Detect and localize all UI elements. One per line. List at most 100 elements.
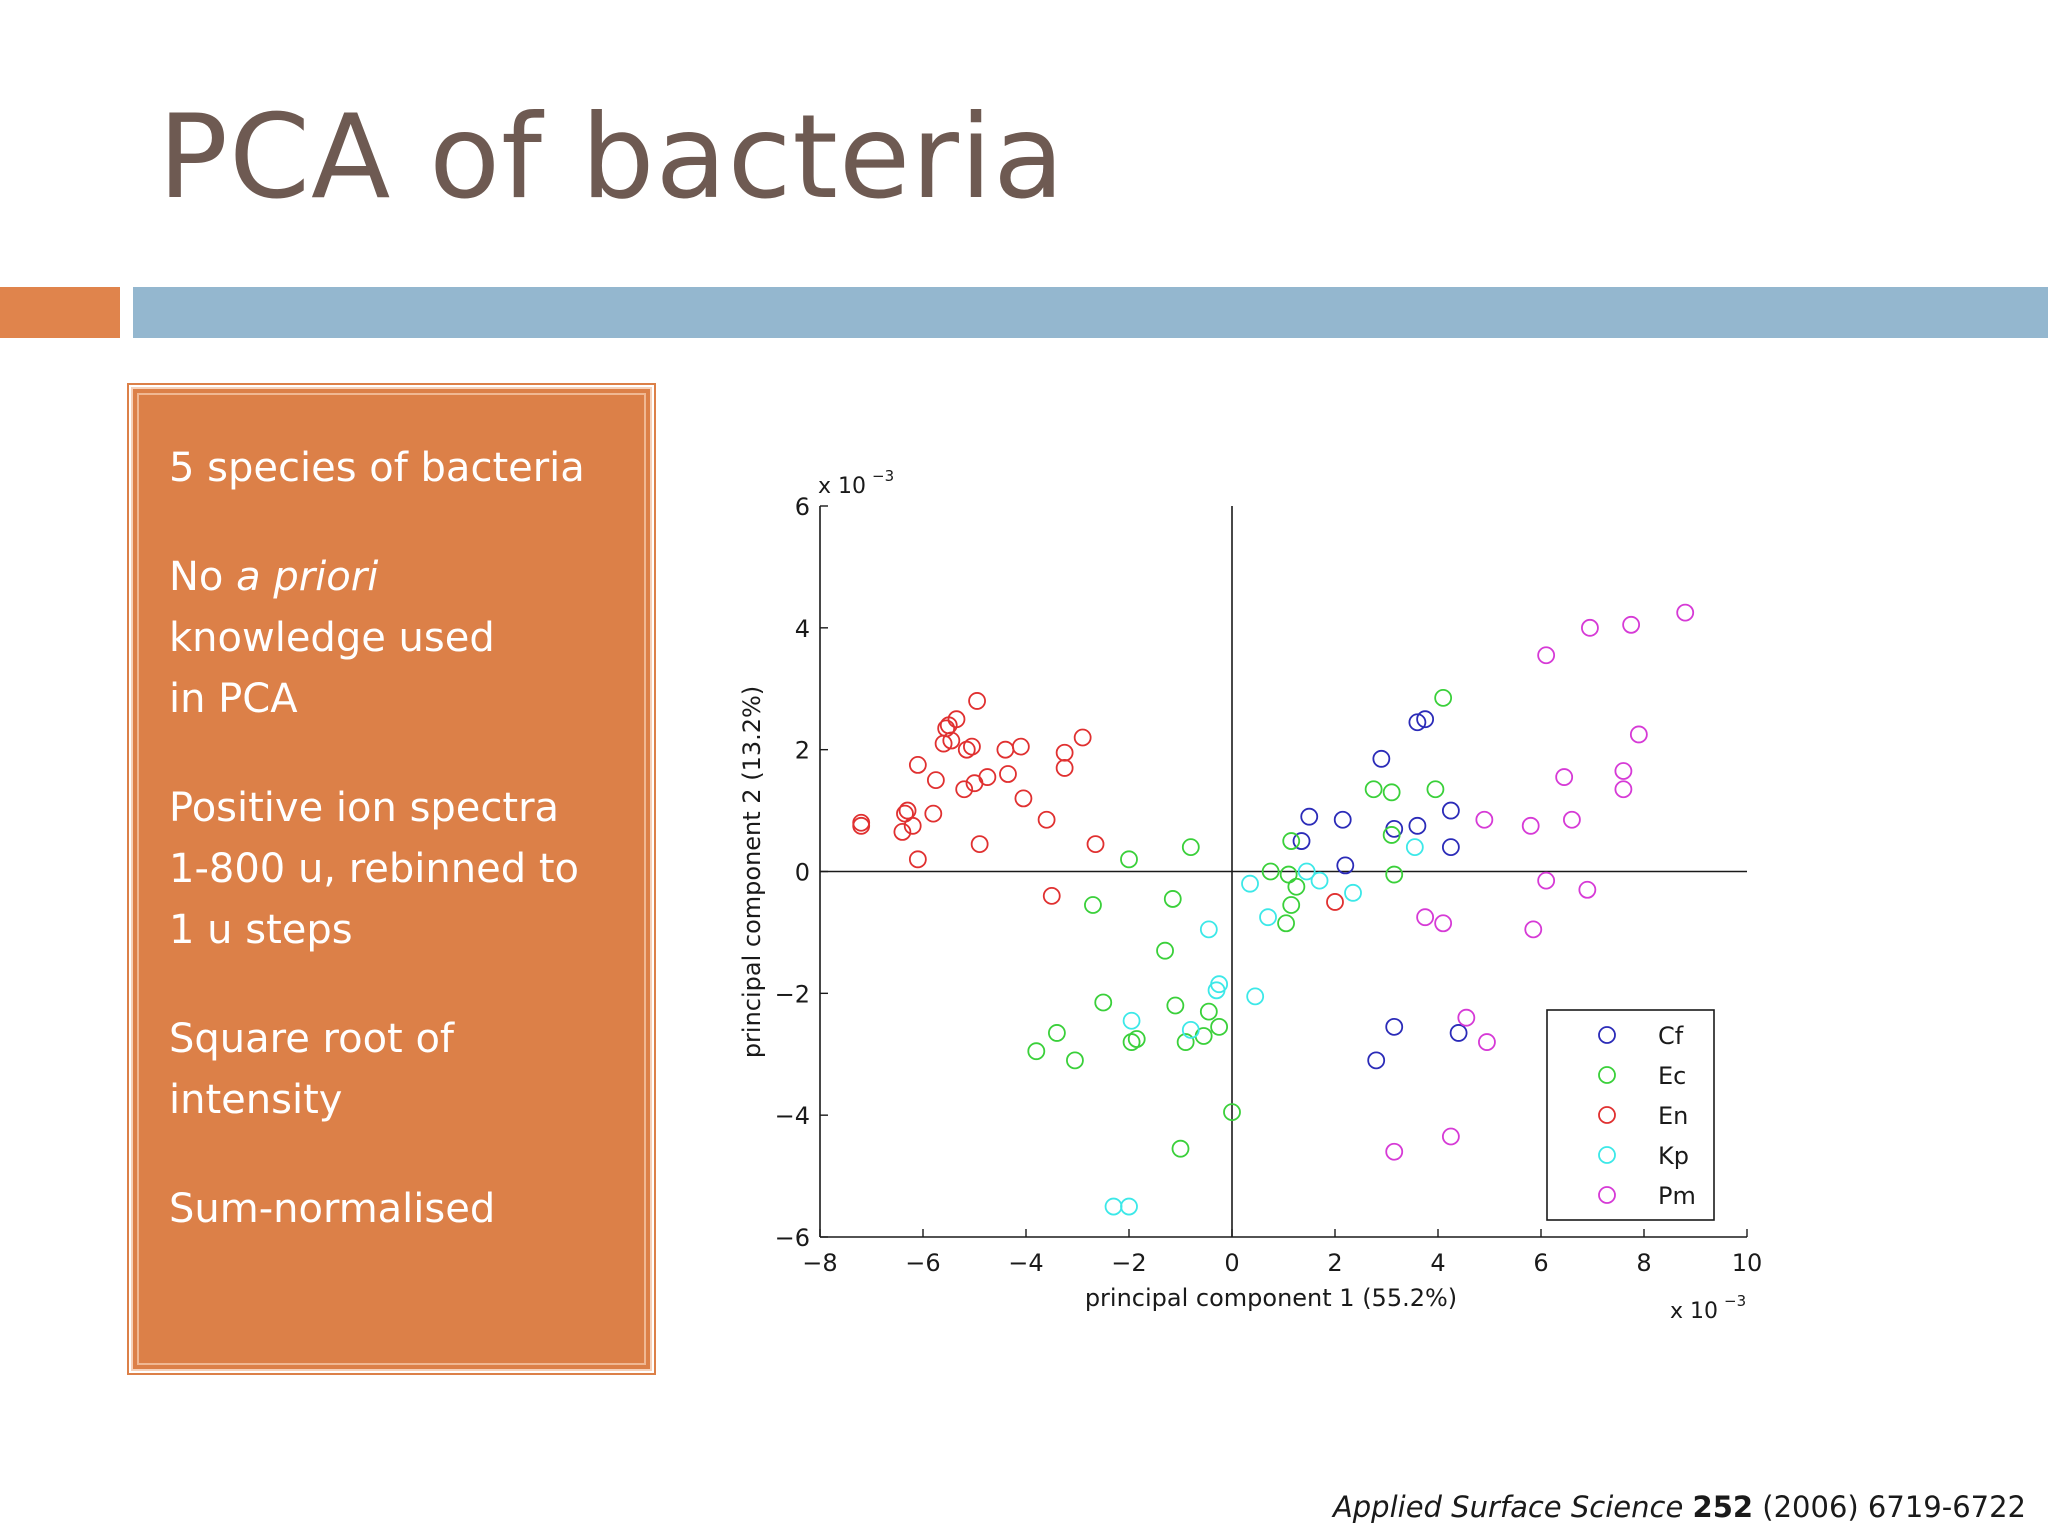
legend-label-kp: Kp	[1658, 1142, 1689, 1170]
point-pm	[1441, 1127, 1460, 1146]
point-cf	[1416, 710, 1435, 729]
point-ec	[1277, 914, 1295, 933]
x-tick-label: 6	[1533, 1249, 1548, 1277]
point-pm	[1475, 810, 1494, 829]
point-en	[908, 755, 927, 774]
point-ec	[1027, 1042, 1046, 1061]
chart-points	[852, 603, 1695, 1216]
point-ec	[1163, 890, 1182, 908]
point-pm	[1622, 615, 1641, 634]
legend-label-pm: Pm	[1658, 1182, 1696, 1210]
citation: Applied Surface Science 252 (2006) 6719-…	[1333, 1490, 2026, 1524]
legend-label-ec: Ec	[1658, 1062, 1686, 1090]
y-multiplier: x 10 −3	[818, 467, 894, 499]
point-ec	[1434, 688, 1453, 707]
point-en	[852, 816, 871, 835]
slide-title: PCA of bacteria	[158, 90, 1066, 225]
y-tick-label: −6	[775, 1224, 810, 1252]
point-en	[893, 823, 912, 841]
point-pm	[1521, 816, 1540, 835]
point-pm	[1555, 768, 1574, 786]
point-kp	[1246, 987, 1265, 1006]
point-pm	[1581, 618, 1599, 637]
point-en	[903, 816, 922, 835]
x-tick-label: −2	[1111, 1249, 1146, 1277]
point-cf	[1367, 1051, 1386, 1070]
y-tick-label: −4	[775, 1102, 810, 1130]
point-ec	[1261, 862, 1280, 881]
point-ec	[1166, 996, 1185, 1015]
point-ec	[1279, 865, 1298, 884]
point-ec	[1385, 865, 1404, 884]
bullet-sqrt-line1: Square root of	[169, 1016, 454, 1062]
point-en	[926, 771, 945, 790]
point-ec	[1066, 1051, 1084, 1070]
y-multiplier-base: x 10	[818, 474, 866, 499]
legend-label-cf: Cf	[1658, 1022, 1684, 1050]
point-cf	[1408, 713, 1427, 732]
point-en	[1326, 893, 1344, 911]
point-pm	[1524, 920, 1543, 939]
bullet-spectra-line2: 1-800 u, rebinned to	[169, 846, 579, 892]
point-cf	[1333, 810, 1352, 829]
point-en	[1086, 835, 1105, 853]
point-ec	[1287, 877, 1306, 896]
point-ec	[1181, 838, 1200, 857]
x-multiplier-exponent: −3	[1724, 1292, 1746, 1310]
point-kp	[1120, 1197, 1138, 1216]
y-tick-label: 0	[795, 859, 810, 887]
point-kp	[1405, 838, 1424, 857]
point-ec	[1120, 850, 1138, 869]
point-cf	[1449, 1024, 1468, 1042]
y-tick-label: −2	[775, 980, 810, 1008]
y-tick-label: 2	[795, 737, 810, 765]
bullet-spectra-line1: Positive ion spectra	[169, 785, 560, 831]
point-pm	[1578, 880, 1597, 899]
point-ec	[1084, 896, 1102, 914]
point-en	[978, 768, 997, 786]
point-en	[996, 740, 1015, 759]
chart-legend: Cf Ec En Kp Pm	[1546, 1009, 1715, 1221]
point-kp	[1122, 1011, 1141, 1030]
legend-label-en: En	[1658, 1102, 1688, 1130]
citation-rest: (2006) 6719-6722	[1762, 1490, 2026, 1524]
point-ec	[1048, 1024, 1066, 1042]
point-en	[999, 765, 1017, 783]
bullet-apriori-line1: No a priori	[169, 557, 378, 597]
point-pm	[1676, 603, 1695, 622]
point-en	[1037, 810, 1056, 829]
accent-bar-orange	[0, 287, 120, 338]
point-pm	[1537, 871, 1556, 890]
legend-marker-en	[1598, 1106, 1616, 1124]
citation-journal: Applied Surface Science	[1332, 1490, 1684, 1524]
x-tick-label: −4	[1008, 1249, 1043, 1277]
point-kp	[1241, 874, 1259, 893]
y-tick-label: 6	[795, 493, 810, 521]
point-en	[970, 835, 989, 853]
point-en	[955, 780, 974, 799]
point-cf	[1441, 838, 1460, 857]
point-ec	[1223, 1103, 1241, 1122]
bullet-apriori-italic: a priori	[236, 554, 379, 600]
point-ec	[1282, 832, 1301, 850]
x-tick-label: 4	[1430, 1249, 1445, 1277]
legend-box	[1546, 1009, 1715, 1221]
point-en	[1042, 886, 1061, 905]
bullet-apriori-line2: knowledge used	[169, 615, 495, 661]
x-multiplier-base: x 10	[1670, 1299, 1718, 1324]
point-cf	[1336, 856, 1355, 875]
x-tick-label: −6	[905, 1249, 940, 1277]
point-pm	[1614, 780, 1633, 799]
point-ec	[1171, 1139, 1190, 1158]
bullet-sqrt-line2: intensity	[169, 1077, 343, 1123]
point-ec	[1364, 780, 1383, 799]
point-kp	[1297, 862, 1316, 881]
point-ec	[1210, 1017, 1229, 1036]
bullet-apriori-pre: No	[169, 554, 237, 600]
point-cf	[1292, 832, 1311, 850]
point-kp	[1181, 1020, 1200, 1039]
x-tick-label: −8	[802, 1249, 837, 1277]
point-cf	[1372, 749, 1391, 768]
point-pm	[1614, 762, 1633, 780]
